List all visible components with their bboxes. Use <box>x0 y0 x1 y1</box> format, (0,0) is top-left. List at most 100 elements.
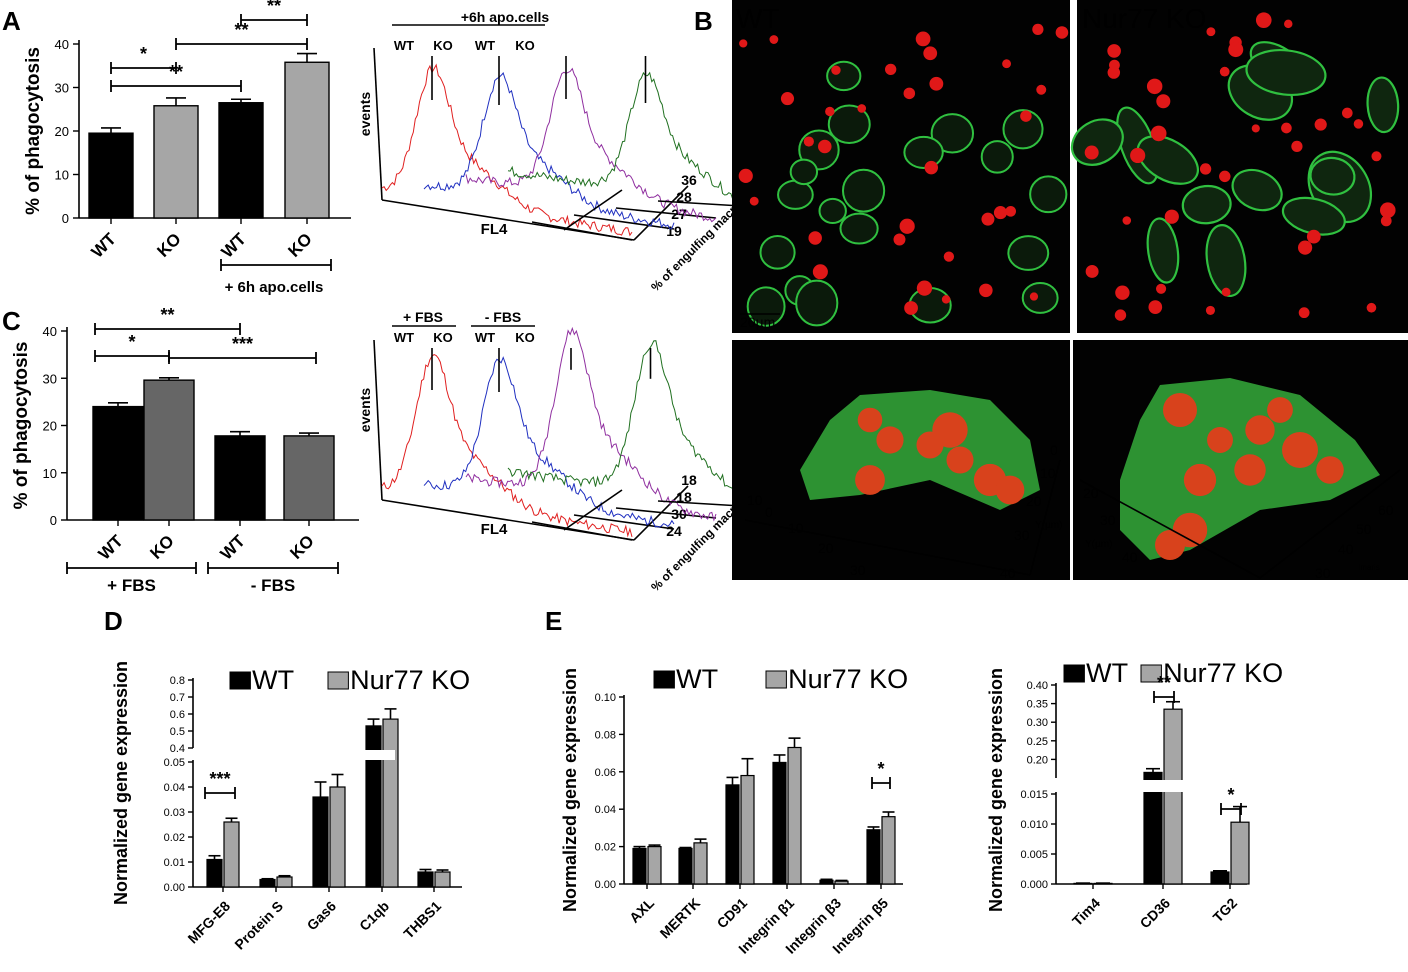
apoptotic-cell <box>1115 285 1130 300</box>
x-tick-label: WT <box>88 229 121 262</box>
apoptotic-cell <box>803 136 814 147</box>
apoptotic-cell <box>903 87 916 100</box>
x-tick-label: CD91 <box>713 895 750 932</box>
apoptotic-cell <box>1156 94 1171 109</box>
apoptotic-cell <box>884 63 897 76</box>
macrophage-cell <box>1245 49 1327 96</box>
bar-wt <box>1210 871 1230 885</box>
axis3d-label: Y(µm) <box>1035 520 1062 531</box>
x-tick-label: CD36 <box>1136 895 1173 932</box>
bar-ko <box>787 746 802 885</box>
x-tick-label: THBS1 <box>400 898 444 942</box>
engulfed-cell-3d <box>1282 432 1318 468</box>
x-tick-label: Tim4 <box>1069 895 1103 929</box>
y-tick-label: 0.6 <box>170 709 185 721</box>
axis3d-tick: 50 <box>1356 521 1372 537</box>
apoptotic-cell <box>904 301 918 315</box>
percent-label: 24 <box>666 523 682 539</box>
apoptotic-cell <box>780 92 795 106</box>
y-tick-label: 0 <box>50 513 57 528</box>
x-tick-label: Gas6 <box>304 898 340 934</box>
legend-label-ko: Nur77 KO <box>350 665 470 695</box>
y-axis-label: Normalized gene expression <box>986 668 1006 912</box>
legend-swatch-wt <box>1063 664 1085 683</box>
y-tick-label: 0.4 <box>170 743 185 755</box>
x-tick-label: Protein S <box>231 898 286 953</box>
bar-ko <box>434 871 451 888</box>
macrophage-cell <box>789 158 819 186</box>
macrophage-cell <box>841 168 886 213</box>
apoptotic-cell <box>1109 59 1120 71</box>
panel-letter-a: A <box>2 6 21 36</box>
y-tick-label: 30 <box>43 371 57 386</box>
macrophage-cell <box>1366 76 1400 134</box>
axis3d-tick: 10 <box>1040 465 1056 481</box>
significance-bracket-label: * <box>877 759 884 779</box>
engulfed-cell-3d <box>1234 454 1266 486</box>
trace-baseline <box>531 221 633 241</box>
bar <box>284 61 330 219</box>
y-tick-label: 10 <box>55 168 69 183</box>
engulfed-cell-3d <box>855 465 885 495</box>
bar-wt <box>819 879 834 885</box>
panel-letter-b: B <box>694 6 713 36</box>
apoptotic-cell <box>1298 307 1310 319</box>
bar-wt <box>772 761 787 885</box>
y-tick-label: 0 <box>62 211 69 226</box>
apoptotic-cell <box>749 196 759 206</box>
macrophage-cell <box>827 104 871 145</box>
macrophage-cell <box>1181 184 1232 225</box>
events-axis <box>373 47 383 201</box>
apoptotic-cell <box>1219 170 1231 183</box>
events-axis <box>373 339 383 501</box>
y-tick-label: 0.08 <box>595 729 616 741</box>
y-axis-label: Normalized gene expression <box>111 661 131 905</box>
events-label: events <box>357 92 373 137</box>
apoptotic-cell <box>899 218 915 234</box>
macrophage-cell <box>746 286 786 327</box>
significance-bracket-label: * <box>140 44 147 64</box>
percent-label: 28 <box>676 189 692 205</box>
macrophage-cell <box>759 235 796 270</box>
macrophage-cell <box>818 197 847 225</box>
engulfed-cell-3d <box>1316 456 1344 484</box>
legend-swatch-wt <box>229 671 251 690</box>
grid-axis <box>1259 469 1401 579</box>
significance-bracket-label: * <box>1227 785 1234 805</box>
significance-bracket-label: ** <box>169 62 183 82</box>
y-tick-label: 0.30 <box>1027 717 1048 729</box>
y-tick-label: 0.000 <box>1020 879 1048 891</box>
y-tick-label: 0.005 <box>1020 849 1048 861</box>
bar-wt <box>259 878 276 888</box>
y-tick-label: 0.10 <box>595 692 616 704</box>
macrophage-cell <box>1021 282 1059 314</box>
x-tick-label: KO <box>284 229 315 260</box>
apoptotic-cell <box>1020 110 1032 122</box>
x-tick-label: KO <box>286 531 317 562</box>
panel-letter-c: C <box>2 306 21 336</box>
bar <box>218 102 264 219</box>
bar-ko <box>1163 708 1183 885</box>
bar <box>143 379 195 521</box>
engulfed-cell-3d <box>1183 463 1217 497</box>
y-tick-label: 0.35 <box>1027 699 1048 711</box>
percent-label: 18 <box>676 489 692 505</box>
axis3d-tick: 0 <box>1050 442 1058 458</box>
apoptotic-cell <box>929 76 944 91</box>
trace-baseline <box>531 521 633 541</box>
macrophage-cell <box>930 113 975 154</box>
x-tick-label: KO <box>146 531 177 562</box>
axis3d-tick: 20 <box>818 540 834 556</box>
significance-bracket-label: *** <box>209 769 230 789</box>
bar-wt <box>312 796 329 888</box>
apoptotic-cell <box>1366 302 1377 313</box>
axis3d-tick: 10 <box>788 520 804 536</box>
apoptotic-cell <box>1297 240 1313 255</box>
legend-swatch-ko <box>765 670 787 689</box>
histogram-trace <box>423 72 675 230</box>
label-nur77-ko: Nur77 KO <box>1082 3 1207 34</box>
top-label: +6h apo.cells <box>461 9 550 25</box>
histogram-trace <box>381 63 633 237</box>
